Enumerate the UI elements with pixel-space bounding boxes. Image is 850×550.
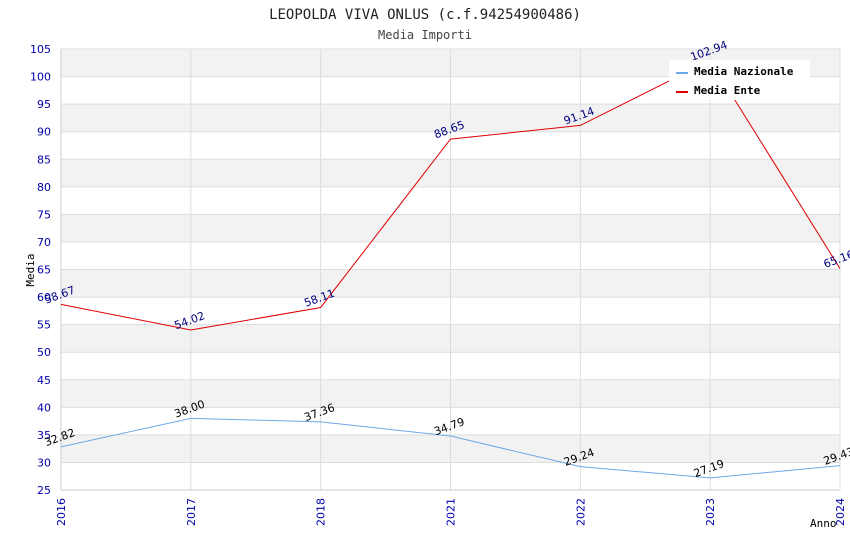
y-tick-label-85: 85 [37, 153, 51, 166]
y-axis-label: Media [24, 253, 37, 286]
legend-label-media-ente: Media Ente [694, 84, 761, 97]
y-tick-label-45: 45 [37, 374, 51, 387]
y-tick-label-80: 80 [37, 181, 51, 194]
y-tick-label-65: 65 [37, 264, 51, 277]
axes [60, 49, 840, 491]
legend-box [669, 60, 810, 100]
y-tick-label-50: 50 [37, 346, 51, 359]
x-tick-labels: 2016 2017 2018 2021 2022 2023 2024 [55, 498, 847, 526]
y-tick-label-25: 25 [37, 484, 51, 497]
series-line-media-nazionale [60, 417, 841, 479]
chart-subtitle: Media Importi [378, 28, 472, 42]
x-tick-label-2017: 2017 [185, 498, 198, 526]
x-axis-label: Anno [810, 517, 837, 530]
x-tick-label-2016: 2016 [55, 498, 68, 526]
legend: Media Nazionale Media Ente [669, 60, 810, 100]
x-tick-label-2021: 2021 [445, 498, 458, 526]
y-tick-label-105: 105 [30, 43, 51, 56]
y-tick-labels: 25 30 35 40 45 50 55 60 65 70 75 80 85 90 95 100 105 [30, 43, 51, 497]
grid-lines [60, 48, 841, 491]
x-tick-label-2023: 2023 [704, 498, 717, 526]
y-tick-label-60: 60 [37, 291, 51, 304]
y-tick-label-75: 75 [37, 208, 51, 221]
y-tick-label-95: 95 [37, 98, 51, 111]
x-tick-label-2024: 2024 [834, 498, 847, 526]
x-tick-label-2018: 2018 [315, 498, 328, 526]
y-tick-label-55: 55 [37, 319, 51, 332]
y-tick-label-100: 100 [30, 71, 51, 84]
chart-title: LEOPOLDA VIVA ONLUS (c.f.94254900486) [269, 7, 581, 23]
legend-label-media-nazionale: Media Nazionale [694, 65, 794, 78]
y-tick-label-70: 70 [37, 236, 51, 249]
x-tick-label-2022: 2022 [574, 498, 587, 526]
y-tick-label-30: 30 [37, 456, 51, 469]
y-tick-label-90: 90 [37, 126, 51, 139]
y-tick-label-35: 35 [37, 429, 51, 442]
y-tick-label-40: 40 [37, 401, 51, 414]
